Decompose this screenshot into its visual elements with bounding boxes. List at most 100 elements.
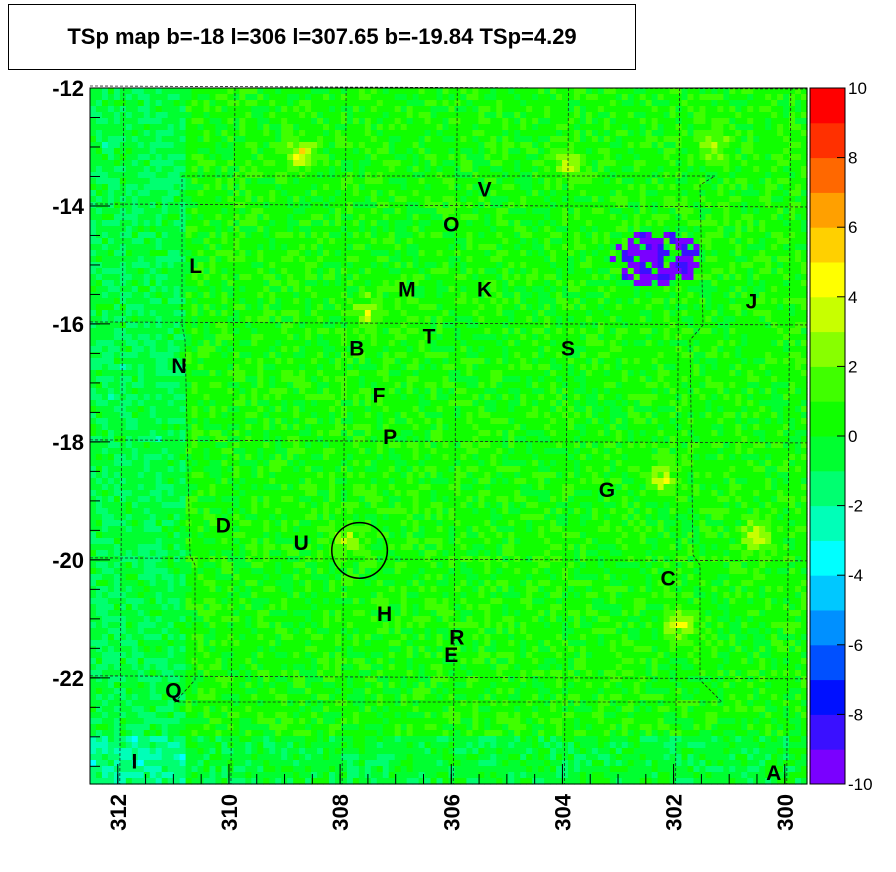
heat-cell — [711, 208, 718, 215]
heat-cell — [753, 196, 760, 203]
heat-cell — [573, 316, 581, 323]
heat-cell — [281, 274, 288, 281]
heat-cell — [137, 202, 145, 209]
heat-cell — [334, 142, 342, 149]
heat-cell — [472, 142, 479, 149]
heat-cell — [430, 112, 438, 119]
heat-cell — [155, 274, 163, 281]
heat-cell — [376, 208, 384, 215]
heat-cell — [490, 256, 497, 263]
heat-cell — [340, 154, 348, 161]
heat-cell — [496, 262, 503, 269]
heat-cell — [287, 94, 294, 101]
heat-cell — [161, 226, 169, 233]
heat-cell — [203, 154, 211, 161]
heat-cell — [573, 226, 581, 233]
heat-cell — [603, 304, 611, 311]
heat-cell — [263, 274, 270, 281]
heat-cell — [514, 136, 521, 143]
heat-cell — [699, 112, 707, 119]
heat-cell — [317, 124, 324, 131]
heat-cell — [669, 148, 677, 155]
heat-cell — [550, 160, 557, 167]
heat-cell — [406, 334, 414, 341]
heat-cell — [585, 286, 593, 293]
heat-cell — [663, 292, 671, 299]
heat-cell — [269, 322, 276, 329]
heat-cell — [275, 172, 282, 179]
heat-cell — [107, 208, 115, 215]
heat-cell — [364, 100, 372, 107]
heat-cell — [263, 292, 270, 299]
heat-cell — [795, 118, 802, 125]
heat-cell — [729, 286, 736, 293]
heat-cell — [239, 100, 246, 107]
heat-cell — [478, 94, 485, 101]
heat-cell — [299, 130, 306, 137]
heat-cell — [299, 106, 306, 113]
heat-cell — [639, 310, 647, 317]
heat-cell — [771, 262, 778, 269]
heat-cell — [215, 328, 223, 335]
heat-cell — [227, 304, 234, 311]
heat-cell — [263, 334, 270, 341]
heat-cell — [789, 112, 796, 119]
heat-cell — [352, 334, 360, 341]
heat-cell — [334, 286, 342, 293]
heat-cell — [346, 304, 354, 311]
heat-cell — [155, 214, 163, 221]
heat-cell — [107, 292, 115, 299]
heat-cell — [633, 178, 641, 185]
heat-cell — [131, 214, 139, 221]
heat-cell — [173, 172, 181, 179]
heat-cell — [406, 166, 414, 173]
heat-cell — [753, 88, 760, 95]
heat-cell — [430, 88, 438, 95]
heat-cell — [161, 322, 169, 329]
heat-cell — [723, 322, 730, 329]
heat-cell — [603, 94, 611, 101]
heat-cell — [747, 202, 754, 209]
heat-cell — [406, 322, 414, 329]
heat-cell — [191, 148, 199, 155]
heat-cell — [382, 250, 390, 257]
heat-cell — [179, 286, 187, 293]
heat-cell — [239, 286, 246, 293]
heat-cell — [615, 136, 623, 143]
heat-cell — [329, 100, 336, 107]
heat-cell — [143, 160, 151, 167]
heat-cell — [358, 148, 366, 155]
heat-cell — [556, 94, 563, 101]
heat-cell — [801, 112, 808, 119]
heat-cell — [550, 136, 557, 143]
heat-cell — [735, 304, 742, 311]
heat-cell — [161, 310, 169, 317]
heat-cell — [741, 298, 748, 305]
heat-cell — [771, 124, 778, 131]
heat-cell — [221, 226, 229, 233]
heat-cell — [317, 112, 324, 119]
heat-cell — [275, 112, 282, 119]
heat-cell — [609, 322, 617, 329]
heat-cell — [101, 88, 109, 95]
heat-cell — [323, 220, 330, 227]
heat-cell — [765, 310, 772, 317]
heat-cell — [197, 136, 205, 143]
heat-cell — [364, 112, 372, 119]
heat-cell — [711, 250, 718, 257]
heat-cell — [603, 238, 611, 245]
heat-cell — [693, 88, 701, 95]
heat-cell — [514, 232, 521, 239]
heat-cell — [705, 250, 712, 257]
heat-cell — [293, 220, 300, 227]
heat-cell — [227, 268, 234, 275]
heat-cell — [95, 214, 103, 221]
heat-cell — [90, 304, 97, 311]
heat-cell — [418, 232, 426, 239]
heat-cell — [621, 238, 629, 245]
heat-cell — [448, 136, 456, 143]
heat-cell — [741, 238, 748, 245]
heat-cell — [538, 286, 545, 293]
heat-cell — [281, 154, 288, 161]
heat-cell — [514, 322, 521, 329]
